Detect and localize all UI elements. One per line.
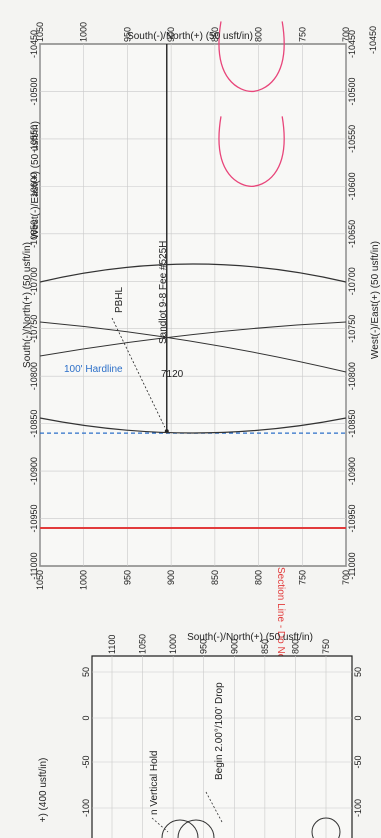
tick-label-left: -10750	[29, 315, 39, 343]
tick-label-top-partial: 850	[260, 639, 270, 654]
gridlines	[39, 43, 347, 567]
tick-label-right: -11000	[347, 552, 357, 579]
offset-well-curve	[218, 21, 285, 93]
target-circle	[161, 819, 199, 838]
tick-label-right-partial: 0	[353, 715, 363, 720]
tick-label-bottom: 750	[297, 570, 307, 585]
section-line-label: Section Line - Do Not Cross	[275, 567, 286, 691]
axis-title-bottom: South(-)/North(+) (50 usft/in)	[22, 242, 33, 368]
tick-label-right: -10500	[347, 77, 357, 105]
hardline-label: 100' Hardline	[64, 364, 123, 375]
plot-area-partial	[91, 655, 353, 838]
boundary-arc	[39, 321, 347, 357]
tick-label-right: -10850	[347, 410, 357, 438]
annotation-leader	[205, 791, 223, 823]
axis-title-top-partial: South(-)/North(+) (50 usft/in)	[187, 632, 313, 643]
tick-label-top: 850	[210, 27, 220, 42]
tick-label-right: -10750	[347, 315, 357, 343]
tick-label-top-partial: 1050	[138, 634, 148, 654]
tick-label-left: -10500	[29, 77, 39, 105]
well-label: Sandlot 9-8 Fee #525H	[158, 241, 169, 344]
tick-labels: 1050 1050 1000 1000 950 950 900 900 850 850 800 800…	[29, 22, 357, 590]
partial-chart: 1100 1050 1000 950 900 850 800 750 50 0 -50 -100 50 0…	[38, 632, 363, 838]
tick-label-left: -10450	[29, 30, 39, 58]
target-circle	[177, 819, 215, 838]
plot-area	[39, 43, 347, 567]
gridlines-partial	[92, 656, 352, 838]
tick-label-top: 1000	[79, 22, 89, 42]
md-label: 7120	[161, 369, 184, 380]
tick-label-left: -10950	[29, 505, 39, 533]
tick-label-top: 900	[166, 27, 176, 42]
tick-label-right: -10650	[347, 220, 357, 248]
tick-label-left: -10800	[29, 362, 39, 390]
annotation-leader	[151, 817, 169, 833]
tick-label-left: -10600	[29, 172, 39, 200]
tick-label-bottom: 950	[122, 570, 132, 585]
chart-marks	[39, 21, 347, 530]
tick-label-right-partial: 50	[353, 667, 363, 677]
tick-label-top-partial: 1100	[107, 635, 117, 654]
tick-label-left: -10700	[29, 267, 39, 295]
hold-annotation: n Vertical Hold	[149, 751, 160, 815]
tick-label-top: 950	[122, 27, 132, 42]
tick-label-right-partial: -100	[353, 799, 363, 817]
tick-label-left-partial: -100	[81, 799, 91, 817]
tick-label-bottom: 800	[254, 570, 264, 585]
pbhl-leader	[111, 317, 166, 428]
tick-label-top: 1050	[35, 22, 45, 42]
axis-title-partial: +) (400 usft/in)	[38, 758, 49, 823]
tick-label-top: 700	[341, 27, 351, 42]
tick-label-bottom: 1050	[35, 570, 45, 590]
tick-label-top-partial: 950	[199, 639, 209, 654]
tick-labels-partial: 1100 1050 1000 950 900 850 800 750 50 0 -50 -100 50 0…	[81, 634, 363, 817]
target-circle	[311, 817, 341, 838]
chart-marks-partial	[151, 791, 341, 838]
boundary-arc	[39, 417, 347, 434]
offset-well-curve	[218, 116, 285, 188]
tick-label-bottom: 850	[210, 570, 220, 585]
tick-label-right-partial: -50	[353, 755, 363, 768]
tick-label-right: -10950	[347, 505, 357, 533]
tick-label-right: -10550	[347, 125, 357, 153]
header-fragment: -10450	[368, 26, 378, 54]
axis-title-top: South(-)/North(+) (50 usft/in)	[127, 31, 253, 42]
tick-label-left-partial: 0	[81, 715, 91, 720]
boundary-arc	[39, 263, 347, 283]
tick-label-right: -10600	[347, 172, 357, 200]
tick-label-top: 800	[254, 27, 264, 42]
tick-label-right: -10800	[347, 362, 357, 390]
boundary-arc	[39, 321, 347, 373]
tick-label-top-partial: 1000	[168, 634, 178, 654]
tick-label-right: -10700	[347, 267, 357, 295]
tick-label-top: 750	[297, 27, 307, 42]
plan-view-chart: 1050 1050 1000 1000 950 950 900 900 850 850 800 800…	[22, 21, 381, 691]
tick-label-left-partial: 50	[81, 667, 91, 677]
tick-label-left: -10900	[29, 457, 39, 485]
tick-label-left: -11000	[29, 552, 39, 579]
tick-label-bottom: 1000	[79, 570, 89, 590]
pbhl-label: PBHL	[114, 286, 125, 313]
drop-annotation: Begin 2.00°/100' Drop	[214, 682, 225, 780]
tick-label-left-partial: -50	[81, 755, 91, 768]
tick-label-left: -10650	[29, 220, 39, 248]
tick-label-top-partial: 750	[321, 639, 331, 654]
axis-title-right: West(-)/East(+) (50 usft/in)	[370, 241, 381, 359]
tick-label-right: -10450	[347, 30, 357, 58]
tick-label-bottom: 700	[341, 570, 351, 585]
axis-title-left: West(-)/East(+) (50 usft/in)	[30, 121, 41, 239]
tick-label-bottom: 900	[166, 570, 176, 585]
tick-label-left: -10850	[29, 410, 39, 438]
tick-label-left: -10550	[29, 125, 39, 153]
tick-label-top-partial: 800	[290, 639, 300, 654]
tick-label-top-partial: 900	[229, 639, 239, 654]
tick-label-right: -10900	[347, 457, 357, 485]
